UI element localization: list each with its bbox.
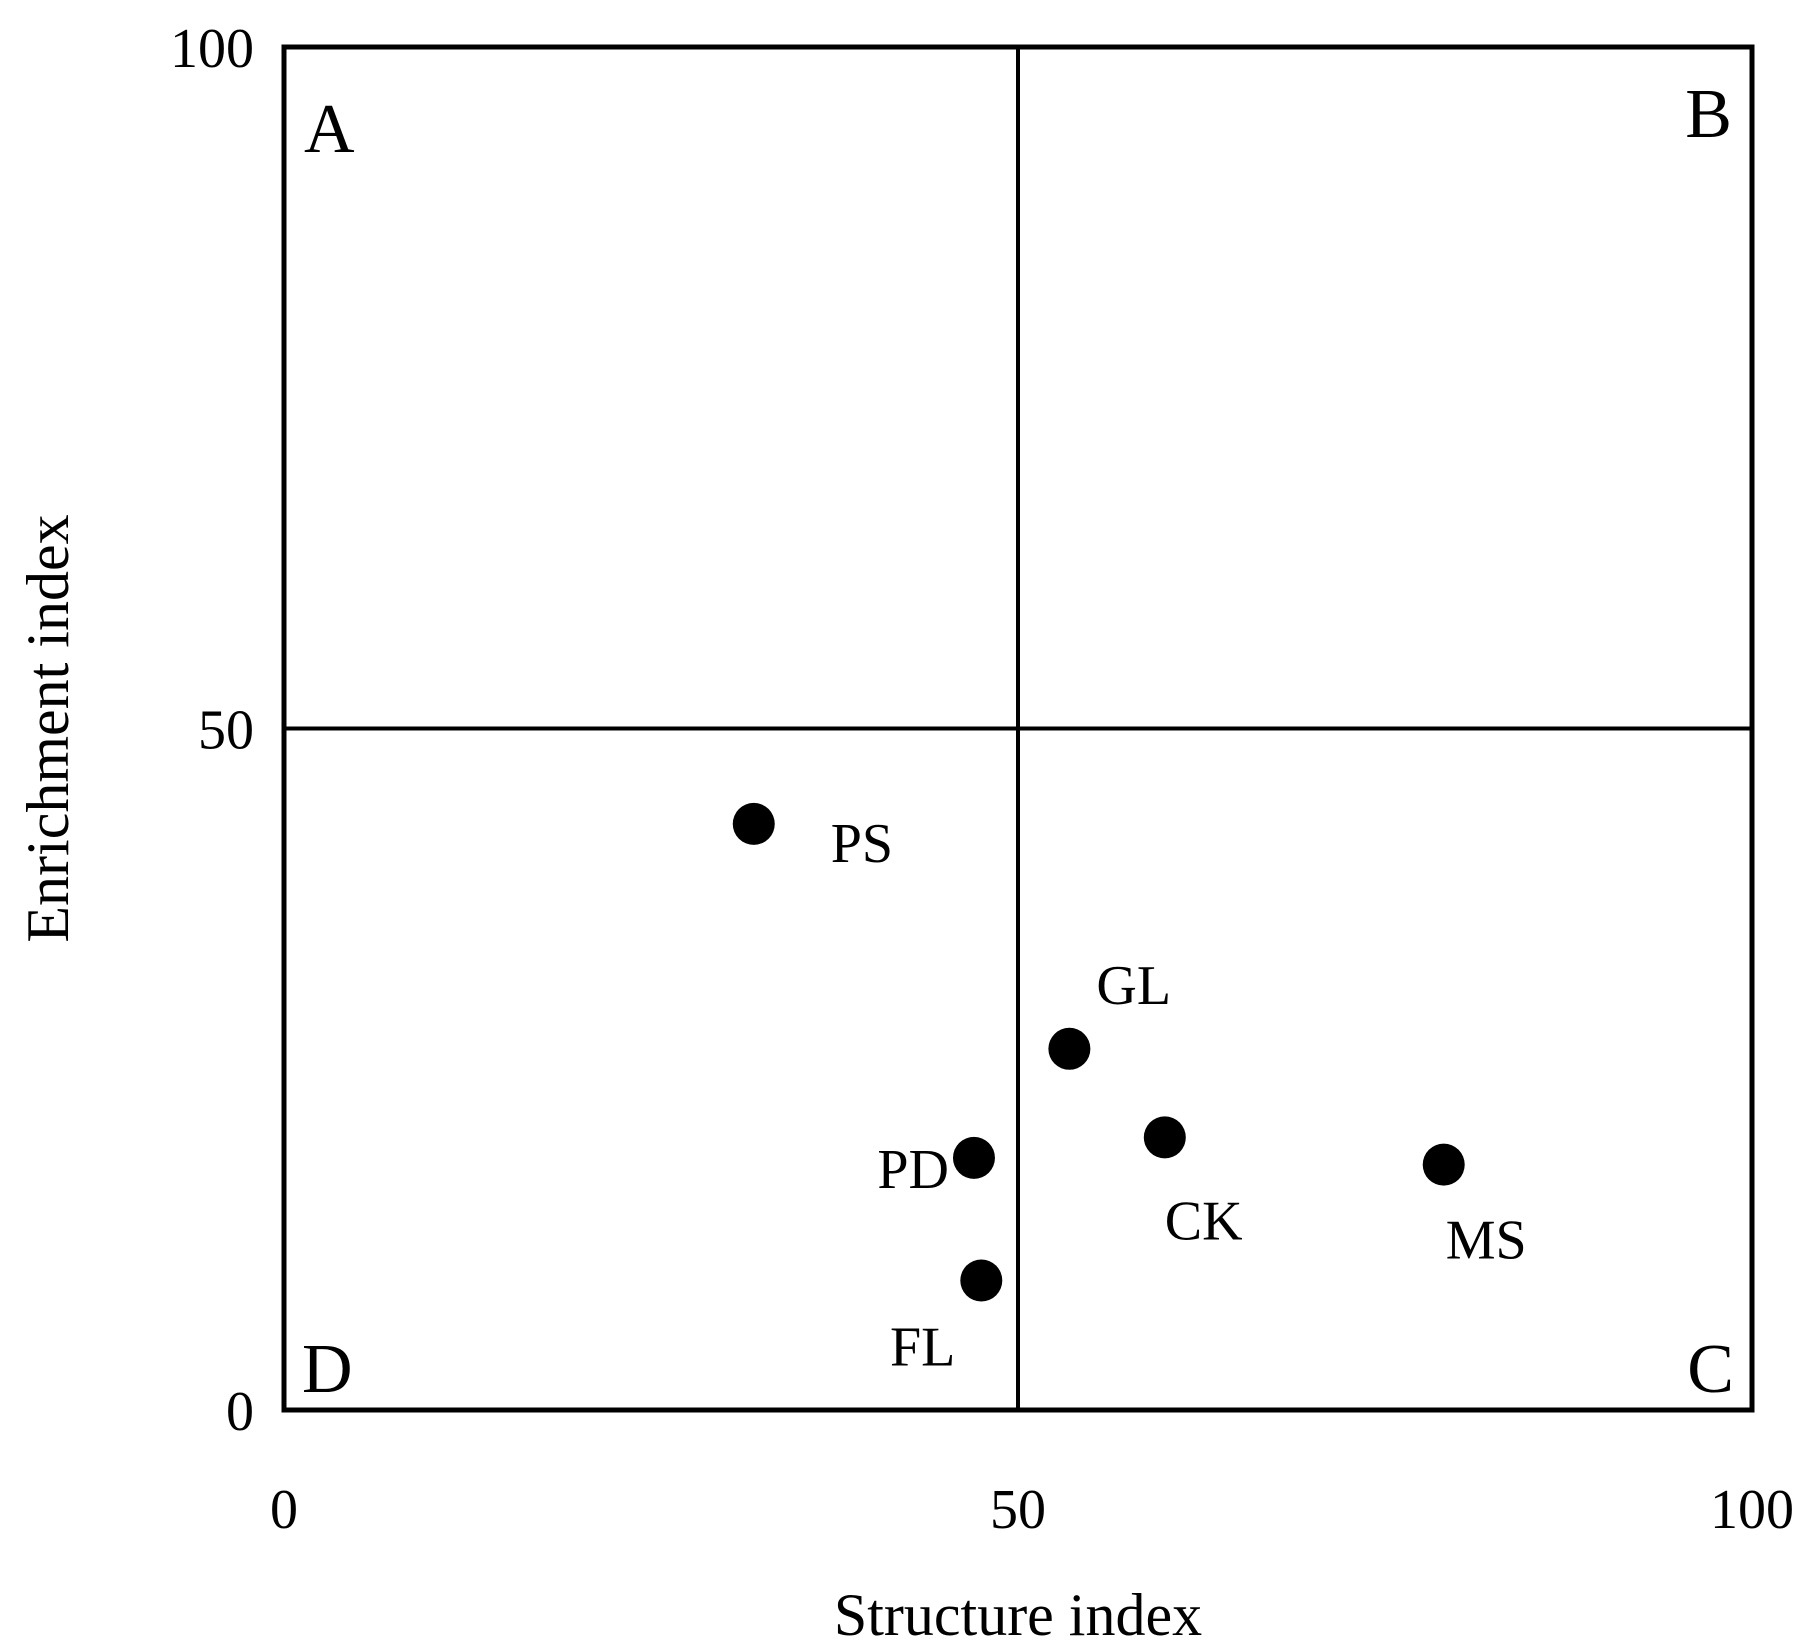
y-tick-label-0: 0 [226, 1381, 254, 1443]
y-tick-label-50: 50 [198, 700, 254, 762]
quadrant-label-a: A [304, 91, 355, 168]
point-label-ck: CK [1165, 1190, 1243, 1252]
point-label-fl: FL [890, 1317, 955, 1379]
data-points: PS GL CK PD MS FL [732, 802, 1527, 1379]
quadrant-label-b: B [1685, 76, 1732, 153]
x-tick-label-50: 50 [990, 1479, 1046, 1541]
quadrant-label-c: C [1687, 1331, 1734, 1408]
point-ps [732, 802, 775, 845]
point-label-pd: PD [877, 1139, 949, 1201]
quadrant-dividers [284, 47, 1752, 1410]
point-label-ms: MS [1446, 1210, 1527, 1272]
y-tick-label-100: 100 [170, 18, 254, 80]
point-ck [1143, 1116, 1186, 1159]
point-label-ps: PS [831, 813, 893, 875]
x-axis-label: Structure index [834, 1582, 1202, 1648]
point-label-gl: GL [1096, 955, 1171, 1017]
y-axis-label: Enrichment index [15, 514, 81, 942]
x-tick-label-100: 100 [1710, 1479, 1794, 1541]
point-fl [960, 1259, 1003, 1302]
point-pd [952, 1136, 995, 1179]
x-tick-label-0: 0 [270, 1479, 298, 1541]
quadrant-label-d: D [302, 1331, 353, 1408]
point-ms [1422, 1143, 1465, 1186]
point-gl [1048, 1027, 1091, 1070]
